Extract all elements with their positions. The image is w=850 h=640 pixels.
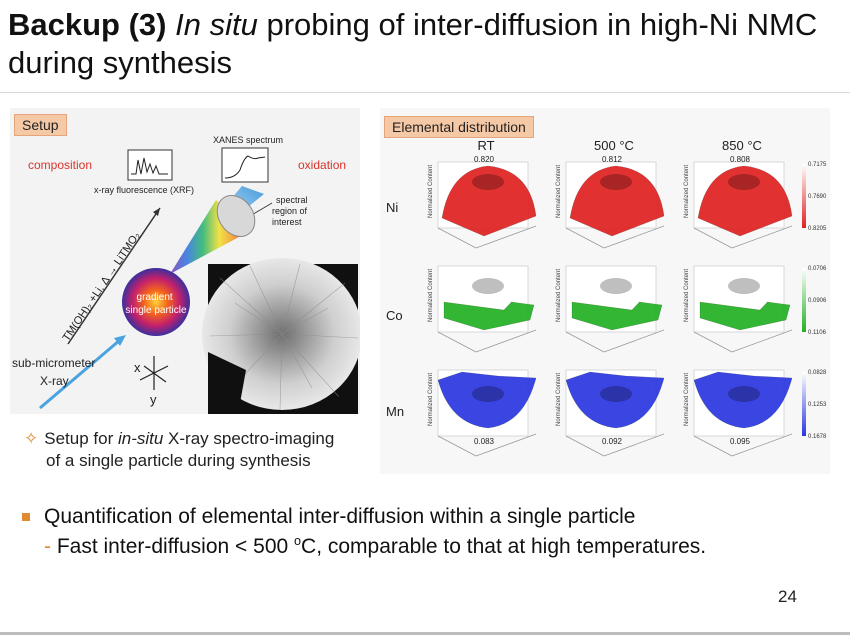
xrf-plot-box xyxy=(127,149,173,181)
color-scale-tick: 0.8205 xyxy=(808,226,827,232)
peak-value-label: 0.095 xyxy=(730,437,751,446)
surface-mn xyxy=(565,371,665,429)
peak-value-label: 0.808 xyxy=(730,155,751,164)
elemental-distribution-panel: RT 500 °C 850 °C Ni Co Mn Normalized Con… xyxy=(380,108,830,474)
axis-x-label: x xyxy=(134,360,141,375)
caption-line1-post: X-ray spectro-imaging xyxy=(163,429,335,448)
composition-label: composition xyxy=(28,158,92,172)
main-bullet: Quantification of elemental inter-diffus… xyxy=(22,505,635,529)
elemental-surface-plots: RT 500 °C 850 °C Ni Co Mn Normalized Con… xyxy=(386,138,827,457)
setup-illustration: composition oxidation x-ray fluorescence… xyxy=(12,135,360,414)
surface-plot-ni-2: Normalized Content 0.808 xyxy=(684,155,793,249)
title-divider xyxy=(0,92,850,93)
surface-mn xyxy=(693,371,793,429)
color-scale-mn xyxy=(802,372,806,436)
axis-label: Normalized Content xyxy=(428,165,434,218)
sub-bullet: - Fast inter-diffusion < 500 oC, compara… xyxy=(44,534,706,559)
xanes-spectrum-trace xyxy=(224,155,266,179)
peak-value-label: 0.092 xyxy=(602,437,623,446)
surface-plot-mn-2: Normalized Content 0.095 xyxy=(684,369,793,457)
color-scale-tick: 0.1678 xyxy=(808,434,827,440)
surface-ni xyxy=(569,165,665,237)
color-scale-tick: 0.1106 xyxy=(808,330,827,336)
surface-ni xyxy=(697,165,793,237)
reaction-arrow xyxy=(67,207,161,345)
peak-value-label: 0.812 xyxy=(602,155,623,164)
peak-value-label: 0.083 xyxy=(474,437,495,446)
surface-plot-ni-0: Normalized Content 0.820 xyxy=(428,155,537,249)
color-scale-ni xyxy=(802,164,806,228)
square-bullet-icon xyxy=(22,513,30,522)
spectral-region-label: spectral region of interest xyxy=(272,195,310,227)
caption-line2: of a single particle during synthesis xyxy=(46,451,311,470)
caption-line1-pre: Setup for xyxy=(44,429,118,448)
xrf-spectrum-trace xyxy=(131,157,168,175)
axis-label: Normalized Content xyxy=(684,165,690,218)
surface-co xyxy=(443,301,535,331)
axis-label: Normalized Content xyxy=(684,269,690,322)
diamond-bullet-icon: ✧ xyxy=(24,429,39,448)
axis-label: Normalized Content xyxy=(428,373,434,426)
surface-plot-co-1: Normalized Content xyxy=(556,265,665,353)
surface-plot-ni-1: Normalized Content 0.812 xyxy=(556,155,665,249)
color-scale-tick: 0.0706 xyxy=(808,266,827,272)
row-label-co: Co xyxy=(386,308,403,323)
elemental-tag: Elemental distribution xyxy=(384,116,534,138)
surface-mn xyxy=(437,371,537,429)
sub-bullet-post: C, comparable to that at high temperatur… xyxy=(301,535,707,558)
oxidation-label: oxidation xyxy=(298,158,346,172)
axis-label: Normalized Content xyxy=(556,269,562,322)
color-scale-tick: 0.0906 xyxy=(808,298,827,304)
axis-y-label: y xyxy=(150,392,157,407)
peak-value-label: 0.820 xyxy=(474,155,495,164)
axis-label: Normalized Content xyxy=(556,165,562,218)
sub-bullet-pre: Fast inter-diffusion < 500 xyxy=(56,535,295,558)
title-italic: In situ xyxy=(175,7,258,42)
page-number: 24 xyxy=(778,587,797,606)
color-scale-tick: 0.7175 xyxy=(808,162,827,168)
detector-lens xyxy=(216,195,256,237)
xanes-plot-box xyxy=(221,147,269,183)
setup-caption: ✧ Setup for in-situ X-ray spectro-imaging… xyxy=(24,428,374,472)
dash-bullet-icon: - xyxy=(44,535,51,558)
surface-plot-mn-0: Normalized Content 0.083 xyxy=(428,369,537,457)
color-scale-tick: 0.0828 xyxy=(808,370,827,376)
axis-label: Normalized Content xyxy=(556,373,562,426)
xanes-label: XANES spectrum xyxy=(213,135,283,145)
color-scale-tick: 0.7690 xyxy=(808,194,827,200)
surface-plot-co-0: Normalized Content xyxy=(428,265,537,353)
slide-title: Backup (3) In situ probing of inter-diff… xyxy=(8,6,838,82)
setup-tag: Setup xyxy=(14,114,67,136)
surface-co xyxy=(571,301,663,331)
axis-label: Normalized Content xyxy=(684,373,690,426)
axis-label: Normalized Content xyxy=(428,269,434,322)
sub-bullet-sup: o xyxy=(294,534,302,548)
incident-xray-beam xyxy=(39,338,121,410)
setup-panel: composition oxidation x-ray fluorescence… xyxy=(10,108,360,414)
color-scale-tick: 0.1253 xyxy=(808,402,827,408)
surface-co xyxy=(699,301,791,331)
main-bullet-text: Quantification of elemental inter-diffus… xyxy=(44,505,636,528)
color-scale-co xyxy=(802,268,806,332)
caption-line1-italic: in-situ xyxy=(117,429,164,448)
particle-label: gradient single particle xyxy=(125,292,187,316)
title-bold: Backup (3) xyxy=(8,7,167,42)
surface-ni xyxy=(441,165,537,237)
title-rest: probing of inter-diffusion in high-Ni NM… xyxy=(8,7,818,80)
column-header-850c: 850 °C xyxy=(722,138,762,153)
surface-plot-mn-1: Normalized Content 0.092 xyxy=(556,369,665,457)
xrf-label: x-ray fluorescence (XRF) xyxy=(94,185,194,195)
bottom-divider xyxy=(0,632,850,635)
surface-plot-co-2: Normalized Content xyxy=(684,265,793,353)
row-label-ni: Ni xyxy=(386,200,398,215)
gradient-particle xyxy=(122,268,190,336)
column-header-500c: 500 °C xyxy=(594,138,634,153)
row-label-mn: Mn xyxy=(386,404,404,419)
column-header-rt: RT xyxy=(477,138,494,153)
xray-label: sub-micrometer X-ray xyxy=(12,356,99,388)
